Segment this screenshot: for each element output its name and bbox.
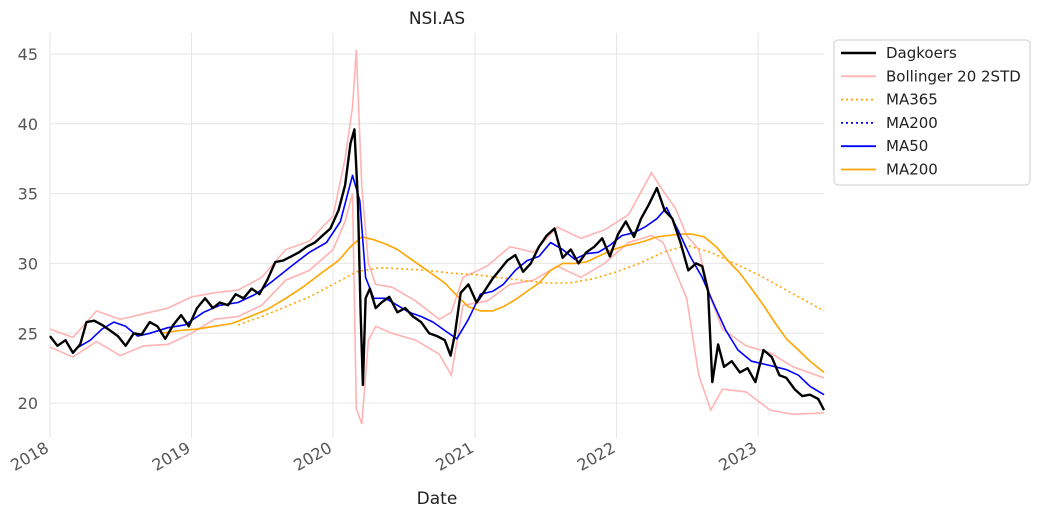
- legend-label: MA200: [886, 161, 938, 179]
- x-tick-label: 2023: [715, 438, 760, 475]
- ma50-line: [77, 174, 825, 396]
- y-tick-label: 45: [18, 45, 38, 64]
- legend-label: Bollinger 20 2STD: [886, 67, 1021, 85]
- bollinger-upper-line: [49, 49, 825, 379]
- y-axis: 20 25 30 35 40 45: [18, 45, 38, 413]
- bollinger-lower-line: [49, 193, 825, 425]
- dagkoers-line: [49, 128, 826, 411]
- y-tick-label: 20: [18, 394, 38, 413]
- ma365-line: [237, 244, 825, 326]
- legend-label: MA365: [886, 91, 938, 109]
- legend-box: [833, 39, 1031, 186]
- legend-label: MA50: [886, 137, 928, 155]
- y-tick-label: 30: [18, 254, 38, 273]
- legend: Dagkoers Bollinger 20 2STD MA365 MA200 MA50 M…: [833, 39, 1031, 186]
- x-tick-label: 2018: [7, 438, 52, 475]
- y-tick-label: 40: [18, 115, 38, 134]
- x-axis: 2018 2019 2020 2021 2022 2023: [7, 438, 760, 475]
- legend-label: Dagkoers: [886, 44, 957, 62]
- x-tick-label: 2021: [432, 438, 477, 475]
- series-layer: [49, 49, 826, 425]
- x-tick-label: 2022: [574, 438, 619, 475]
- x-tick-label: 2020: [290, 438, 335, 475]
- ma200-line: [161, 233, 825, 374]
- x-axis-label: Date: [417, 489, 458, 509]
- chart-title: NSI.AS: [409, 9, 465, 29]
- legend-label: MA200: [886, 114, 938, 132]
- x-tick-label: 2019: [149, 438, 194, 475]
- grid: [49, 33, 824, 438]
- y-tick-label: 25: [18, 324, 38, 343]
- y-tick-label: 35: [18, 185, 38, 204]
